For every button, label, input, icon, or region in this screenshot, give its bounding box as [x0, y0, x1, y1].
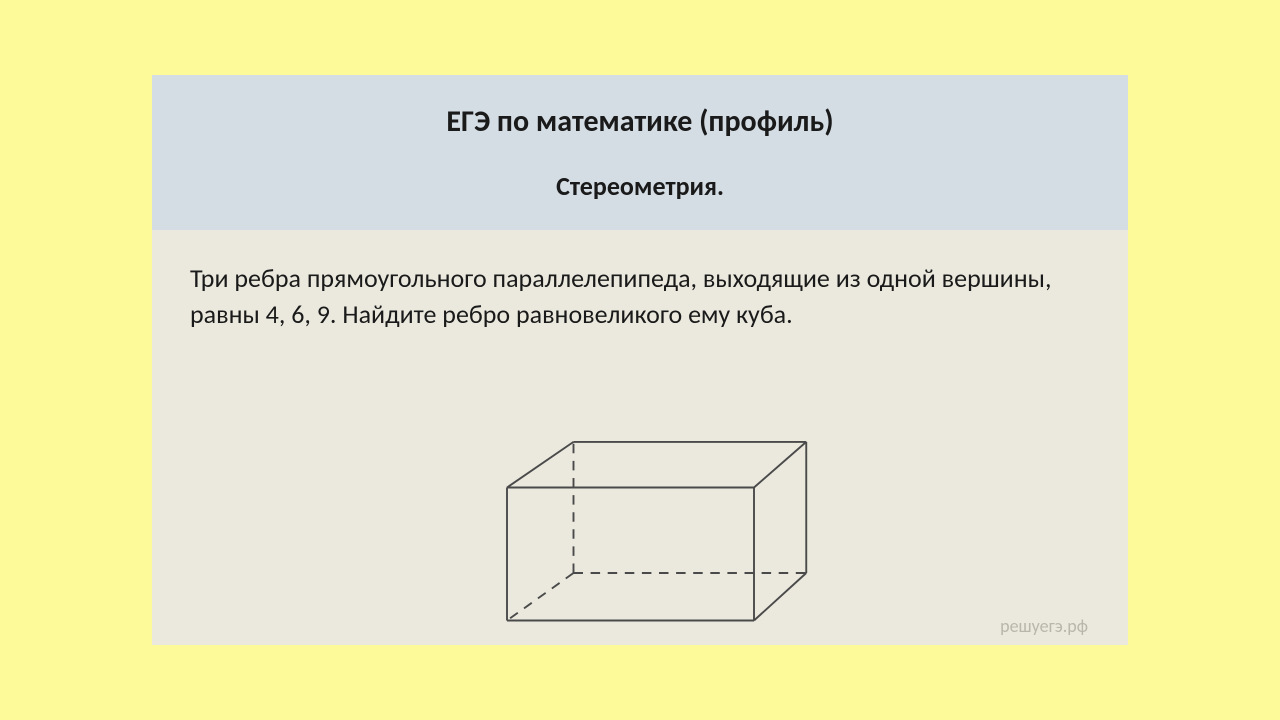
parallelepiped-figure [450, 425, 830, 645]
exam-title: ЕГЭ по математике (профиль) [172, 103, 1108, 140]
card-header: ЕГЭ по математике (профиль) Стереометрия… [152, 75, 1128, 230]
edge-hidden-3 [507, 573, 574, 621]
edge-top-right-depth [754, 442, 806, 488]
topic-subtitle: Стереометрия. [172, 170, 1108, 202]
edge-top-left-depth [507, 442, 574, 488]
problem-text: Три ребра прямоугольного параллелепипеда… [190, 260, 1090, 333]
edge-bottom-right-depth [754, 573, 806, 621]
card-body: Три ребра прямоугольного параллелепипеда… [152, 230, 1128, 645]
problem-card: ЕГЭ по математике (профиль) Стереометрия… [152, 75, 1128, 645]
watermark-text: решуегэ.рф [1000, 615, 1088, 637]
